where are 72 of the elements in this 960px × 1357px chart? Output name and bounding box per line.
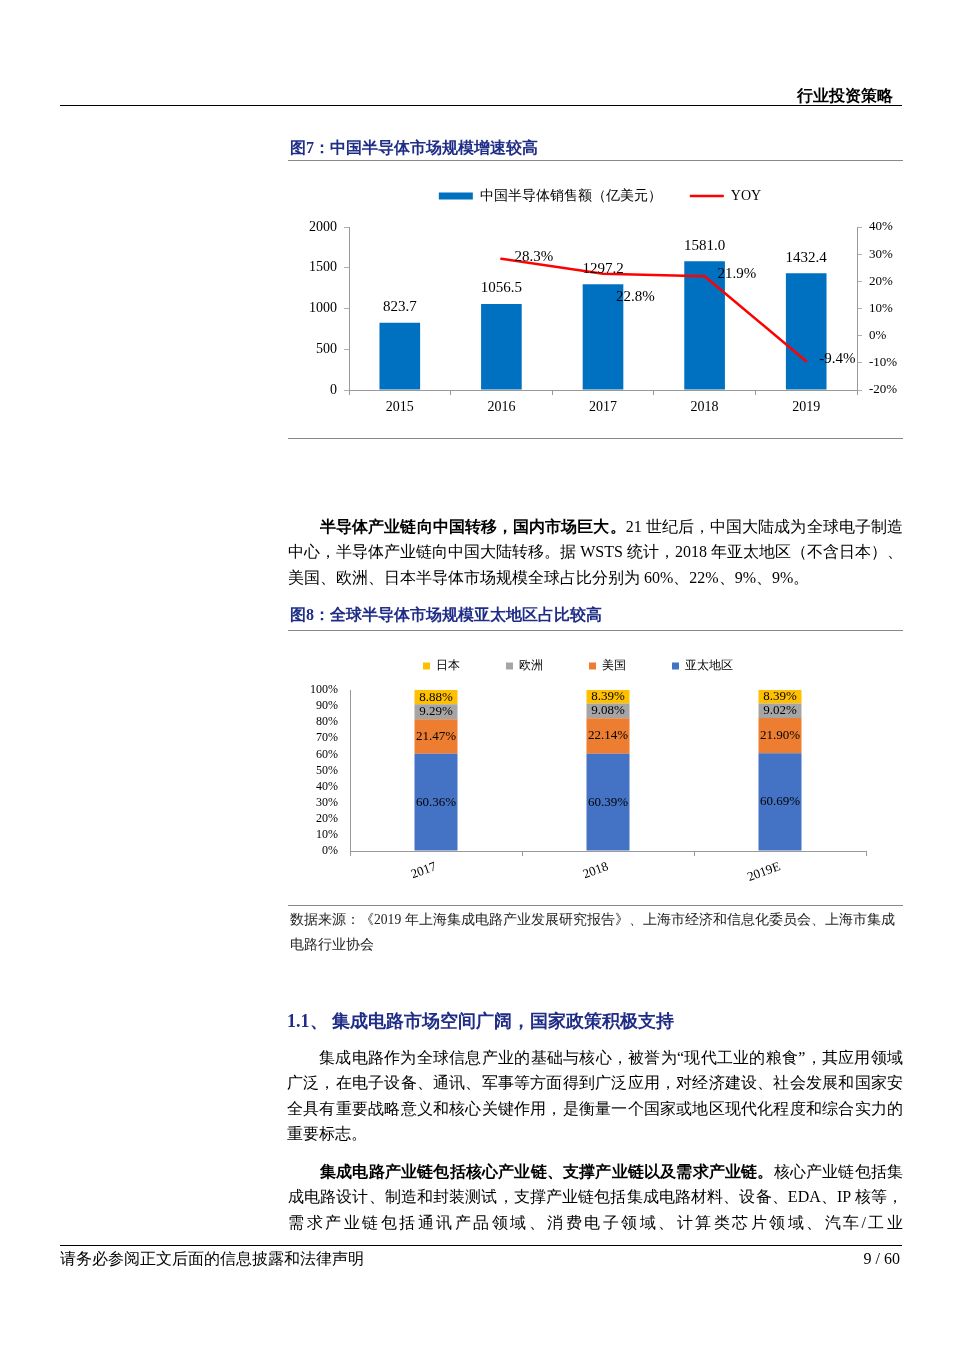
y-tick-label: 40%	[316, 778, 338, 793]
bar	[414, 719, 458, 754]
data-label: 1297.2	[582, 259, 624, 276]
source-note: 数据来源：《2019 年上海集成电路产业发展研究报告》、上海市经济和信息化委员会、上海市集成电路行业协会	[290, 911, 896, 954]
x-tick-label: 2019E	[745, 858, 783, 884]
y2-tick-label: 20%	[869, 272, 893, 288]
data-label: 1432.4	[785, 248, 828, 265]
x-tick-label: 2017	[408, 858, 439, 882]
bar	[586, 718, 630, 754]
data-label: 823.7	[382, 298, 418, 315]
text: 1.1、 集成电路市场空间广阔，国家政策积极支持	[287, 1010, 675, 1033]
data-label: 9.02%	[763, 702, 797, 718]
data-label: 9.29%	[419, 703, 453, 719]
y-tick-label: 0%	[322, 843, 338, 858]
y-tick-label: 60%	[316, 746, 338, 761]
y-tick-label: 30%	[316, 794, 338, 809]
y-tick-label: 1500	[309, 259, 337, 275]
legend-label: 欧洲	[519, 658, 543, 673]
y-tick-label: 80%	[316, 714, 338, 729]
data-label: 28.3%	[514, 247, 554, 264]
chart-title: 图7：中国半导体市场规模增速较高	[290, 138, 538, 158]
bar	[586, 753, 630, 851]
x-tick-label: 2019	[792, 399, 821, 415]
data-label: 9.08%	[591, 702, 625, 718]
chart-title: 图8：全球半导体市场规模亚太地区占比较高	[290, 605, 602, 625]
y-tick-label: 70%	[316, 730, 338, 745]
y2-tick-label: -20%	[869, 381, 898, 397]
data-label: 8.88%	[419, 688, 453, 704]
x-tick-label: 2015	[385, 399, 414, 415]
data-label: 60.69%	[759, 793, 801, 809]
bar	[481, 303, 522, 390]
y-tick-label: 100%	[310, 682, 338, 697]
text: 半导体产业链向中国转移，国内市场巨大。	[320, 518, 626, 535]
y2-tick-label: 0%	[869, 327, 887, 343]
y-tick-label: 50%	[316, 762, 338, 777]
data-label: 60.36%	[415, 793, 457, 809]
data-label: 22.14%	[587, 727, 629, 743]
y2-tick-label: 30%	[869, 245, 893, 261]
x-tick-label: 2016	[487, 399, 516, 415]
x-tick-label: 2018	[580, 858, 611, 882]
legend-label: 美国	[602, 658, 626, 673]
y-tick-label: 90%	[316, 698, 338, 713]
bar	[379, 322, 421, 390]
legend-label: 亚太地区	[685, 658, 733, 673]
text: 9 / 60	[863, 1249, 900, 1269]
data-label: 1581.0	[683, 236, 726, 253]
y2-tick-label: 10%	[869, 299, 893, 315]
y-tick-label: 500	[316, 340, 337, 356]
text: 集成电路作为全球信息产业的基础与核心，被誉为“现代工业的粮食”，其应用领域广泛，在电子设备、通讯、军事等方面得到广泛应用，对经济建设、社会发展和国家安全具有重要战略意义和核心关键作用，是衡量一个国家或地区现代化程度和综合实力的重要标志。	[287, 1048, 903, 1145]
text: 请务必参阅正文后面的信息披露和法律声明	[60, 1249, 364, 1269]
y-tick-label: 1000	[309, 300, 337, 316]
text: 行业投资策略	[797, 86, 893, 106]
x-tick-label: 2017	[589, 399, 617, 415]
y2-tick-label: -10%	[869, 354, 898, 370]
bar	[414, 753, 458, 851]
legend-label: 日本	[436, 658, 460, 673]
data-label: 21.90%	[759, 727, 801, 743]
y-tick-label: 20%	[316, 810, 338, 825]
text: 集成电路产业链包括核心产业链、支撑产业链以及需求产业链。	[320, 1163, 774, 1180]
y-tick-label: 0	[330, 381, 337, 397]
data-label: 60.39%	[587, 793, 629, 809]
data-label: 21.47%	[415, 727, 457, 743]
y-tick-label: 2000	[309, 218, 337, 234]
data-label: 8.39%	[591, 688, 625, 704]
y-tick-label: 10%	[316, 827, 338, 842]
y2-tick-label: 40%	[869, 218, 893, 234]
legend-label: YOY	[730, 187, 762, 203]
bar	[758, 753, 802, 851]
x-tick-label: 2018	[690, 399, 719, 415]
data-label: 8.39%	[763, 688, 797, 704]
data-label: 1056.5	[480, 279, 523, 296]
legend-label: 中国半导体销售额（亿美元）	[479, 187, 662, 203]
